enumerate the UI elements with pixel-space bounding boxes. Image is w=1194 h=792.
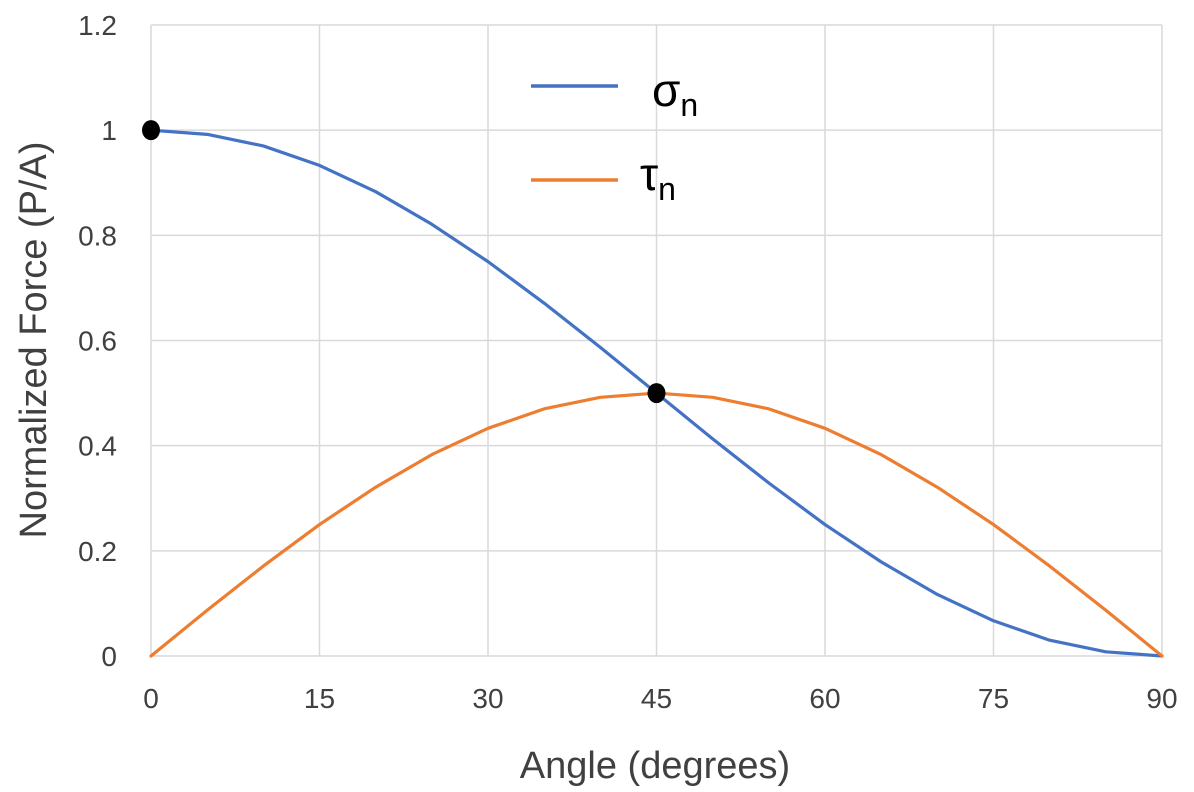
- y-tick-label: 0.4: [78, 431, 117, 462]
- legend-label-sigma: σn: [652, 64, 698, 123]
- x-tick-label: 15: [304, 683, 335, 714]
- x-tick-label: 45: [641, 683, 672, 714]
- x-tick-label: 30: [472, 683, 503, 714]
- marker-layer: [142, 120, 666, 404]
- x-tick-label: 60: [809, 683, 840, 714]
- x-tick-label: 75: [978, 683, 1009, 714]
- y-tick-label: 1: [101, 115, 117, 146]
- point-marker: [142, 120, 160, 141]
- x-axis-ticks: 0 15 30 45 60 75 90: [143, 683, 1177, 714]
- legend-label-tau: τn: [640, 148, 676, 207]
- x-axis-title: Angle (degrees): [520, 745, 790, 787]
- legend-subscript-sigma: n: [680, 87, 698, 123]
- legend-symbol-sigma: σ: [652, 64, 680, 116]
- legend-subscript-tau: n: [658, 171, 676, 207]
- legend-item-tau: τn: [531, 148, 676, 207]
- x-tick-label: 90: [1146, 683, 1177, 714]
- y-axis-ticks: 0 0.2 0.4 0.6 0.8 1 1.2: [78, 10, 117, 672]
- legend-symbol-tau: τ: [640, 148, 658, 200]
- x-tick-label: 0: [143, 683, 159, 714]
- grid: [150, 24, 1163, 657]
- y-tick-label: 0.6: [78, 326, 117, 357]
- point-marker: [647, 383, 666, 404]
- y-tick-label: 1.2: [78, 10, 117, 41]
- y-tick-label: 0.2: [78, 536, 117, 567]
- y-tick-label: 0: [101, 641, 117, 672]
- y-tick-label: 0.8: [78, 220, 117, 251]
- legend-item-sigma: σn: [531, 64, 698, 123]
- y-axis-title: Normalized Force (P/A): [13, 142, 55, 539]
- legend: σn τn: [531, 64, 698, 207]
